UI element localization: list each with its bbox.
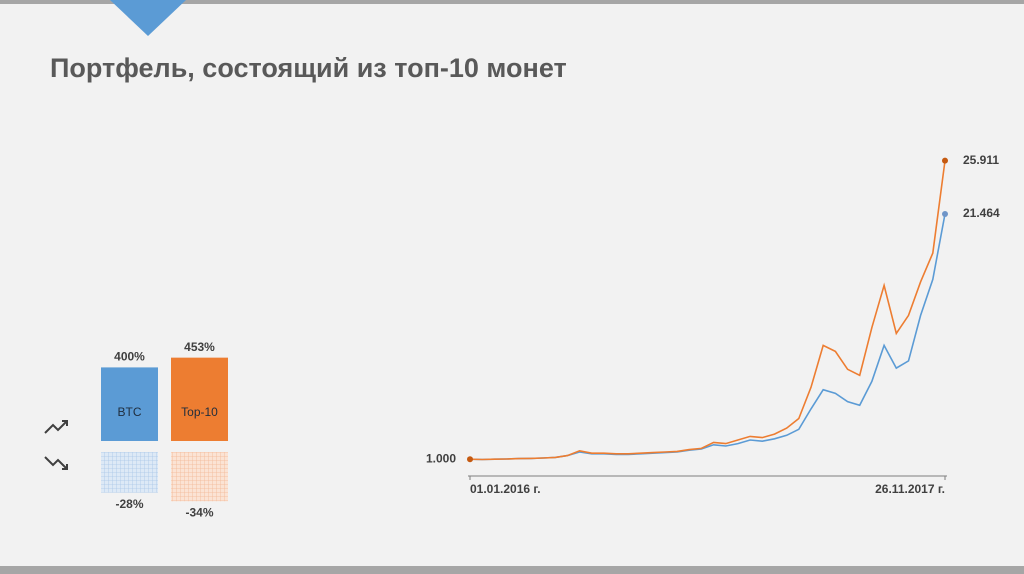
start-point (467, 456, 473, 463)
loss-label: -34% (185, 505, 213, 519)
end-value-label: 25.911 (963, 153, 999, 167)
loss-box (171, 452, 228, 502)
end-value-label: 21.464 (963, 206, 1000, 220)
start-value-label: 1.000 (426, 451, 456, 465)
gain-box (171, 357, 228, 441)
trend-down-icon (44, 456, 68, 470)
category-label: BTC (118, 405, 142, 419)
end-point (942, 210, 948, 217)
x-tick-label: 01.01.2016 г. (470, 482, 541, 496)
x-tick-label: 26.11.2017 г. (875, 482, 945, 496)
loss-box (101, 452, 158, 493)
category-label: Top-10 (181, 405, 218, 419)
corner-triangle (110, 0, 186, 36)
loss-label: -28% (115, 497, 143, 511)
series-line (469, 160, 946, 461)
bottom-bar (0, 566, 1024, 574)
gain-label: 400% (114, 350, 145, 364)
top-bar (0, 0, 1024, 4)
gain-box (101, 367, 158, 441)
trend-up-icon (44, 420, 68, 434)
gain-label: 453% (184, 340, 215, 354)
slide-title: Портфель, состоящий из топ-10 монет (50, 53, 567, 83)
end-point (942, 157, 948, 164)
